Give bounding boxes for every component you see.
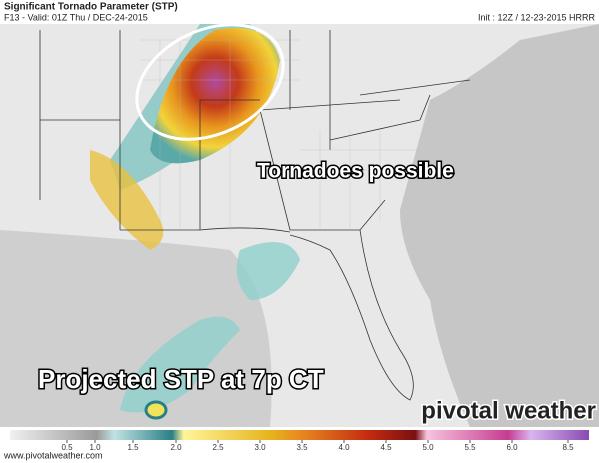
colorbar-tick-label: 3.5 — [296, 443, 308, 452]
colorbar-tick-label: 2.5 — [212, 443, 224, 452]
annotation-projection: Projected STP at 7p CT — [38, 364, 324, 394]
colorbar-tick-label: 6.0 — [506, 443, 518, 452]
init-time: Init : 12Z / 12-23-2015 HRRR — [478, 12, 596, 22]
footer-url: www.pivotalweather.com — [3, 450, 103, 460]
annotation-tornadoes: Tornadoes possible — [257, 160, 454, 183]
colorbar-tick-label: 4.5 — [380, 443, 392, 452]
map-title: Significant Tornado Parameter (STP) — [4, 2, 178, 13]
colorbar-tick-label: 0.5 — [61, 443, 73, 452]
colorbar-tick-label: 3.0 — [254, 443, 266, 452]
colorbar — [10, 430, 589, 440]
colorbar-tick-label: 1.0 — [89, 443, 101, 452]
valid-time: F13 - Valid: 01Z Thu / DEC-24-2015 — [4, 12, 148, 22]
colorbar-tick-label: 2.0 — [170, 443, 182, 452]
logo: pivotal weather — [421, 397, 596, 424]
colorbar-tick-label: 5.0 — [422, 443, 434, 452]
map: Tornadoes possible Projected STP at 7p C… — [0, 23, 599, 427]
colorbar-tick-label: 8.5 — [562, 443, 574, 452]
colorbar-tick-label: 1.5 — [127, 443, 139, 452]
colorbar-tick-label: 5.5 — [464, 443, 476, 452]
colorbar-tick-label: 4.0 — [338, 443, 350, 452]
